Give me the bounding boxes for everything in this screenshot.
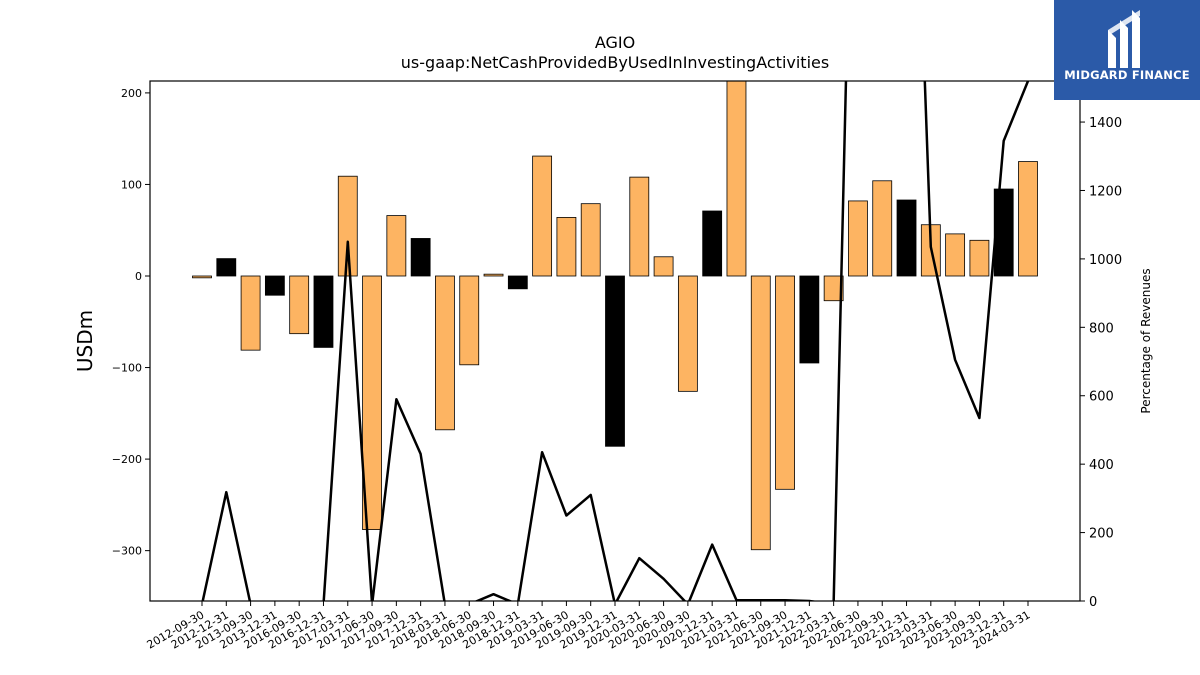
- bar: [629, 176, 650, 277]
- bar: [896, 199, 917, 277]
- bar: [289, 275, 310, 335]
- y2-tick-label: 200: [1089, 527, 1114, 542]
- logo-mark-icon: [1108, 10, 1140, 68]
- bar: [459, 275, 480, 366]
- y-tick-label: −300: [112, 545, 142, 558]
- line-percentage-of-revenues: [201, 81, 1030, 601]
- bar: [605, 275, 625, 447]
- bar: [1018, 161, 1038, 277]
- logo-text: MIDGARD FINANCE: [1064, 68, 1190, 82]
- bar: [362, 275, 382, 530]
- y2-tick-label: 600: [1089, 390, 1114, 405]
- y2-tick-label: 1400: [1089, 116, 1122, 131]
- bar: [216, 258, 237, 277]
- bar: [580, 203, 601, 277]
- y-tick-label: 200: [121, 87, 142, 100]
- y2-tick-label: 1000: [1089, 253, 1122, 268]
- bar: [653, 256, 674, 277]
- bar: [823, 275, 844, 302]
- bar: [435, 275, 455, 431]
- bar-series: [192, 81, 1038, 551]
- bar: [945, 233, 966, 277]
- bar: [264, 275, 285, 296]
- bar: [993, 188, 1014, 277]
- bar: [872, 180, 893, 277]
- bar: [240, 275, 261, 351]
- chart-subtitle: us-gaap:NetCashProvidedByUsedInInvesting…: [401, 53, 829, 72]
- y2-axis-ticks: 0 200 400 600 800 1000 1200 1400: [1080, 116, 1122, 610]
- y2-tick-label: 400: [1089, 458, 1114, 473]
- bar: [192, 275, 212, 279]
- line-series: [201, 81, 1030, 601]
- y2-axis-label: Percentage of Revenues: [1139, 268, 1153, 413]
- y-axis-label: USDm: [73, 310, 97, 372]
- bar: [337, 175, 358, 277]
- y-axis-ticks: 200 100 0 −100 −200 −300: [112, 87, 150, 558]
- y-tick-label: −200: [112, 453, 142, 466]
- bar: [386, 215, 407, 277]
- bar: [799, 275, 820, 364]
- y-tick-label: 0: [135, 270, 142, 283]
- y-tick-label: −100: [112, 362, 142, 375]
- bar: [702, 210, 723, 277]
- x-axis-ticks: 2012-09-302012-12-312013-09-302013-12-31…: [145, 601, 1033, 652]
- bar: [532, 155, 553, 277]
- bar: [410, 238, 431, 277]
- bar: [750, 275, 771, 551]
- y2-tick-label: 800: [1089, 321, 1114, 336]
- bar: [677, 275, 698, 392]
- bar: [507, 275, 528, 290]
- y-tick-label: 100: [121, 178, 142, 191]
- bar: [848, 200, 868, 277]
- bar: [313, 275, 334, 348]
- y2-tick-label: 1200: [1089, 184, 1122, 199]
- y2-tick-label: 0: [1089, 595, 1097, 610]
- bar: [556, 217, 577, 277]
- bar: [969, 239, 990, 277]
- bar: [775, 275, 795, 490]
- bar: [726, 81, 747, 277]
- chart-title: AGIO: [595, 33, 635, 52]
- brand-logo: MIDGARD FINANCE: [1054, 0, 1200, 100]
- bar: [483, 273, 504, 277]
